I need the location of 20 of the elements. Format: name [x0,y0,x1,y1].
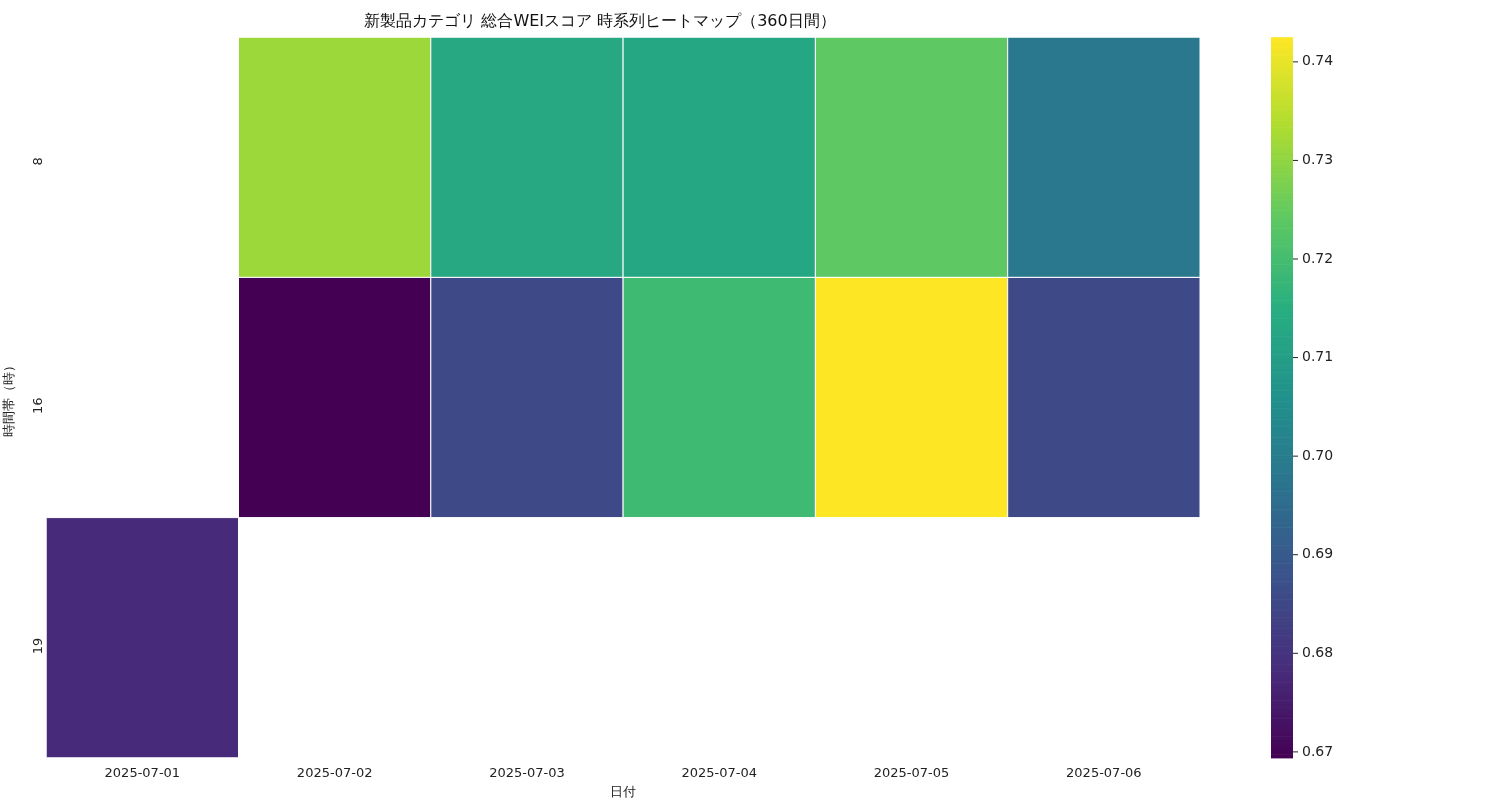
color-bar-label: 0.74 [1302,52,1334,69]
y-axis-title: 時間帯（時） [1,358,17,437]
x-tick-label: 2025-07-04 [681,764,758,780]
x-tick-label: 2025-07-02 [296,764,373,780]
x-tick-label: 2025-07-06 [1066,764,1142,780]
x-tick-label: 2025-07-05 [873,764,950,780]
color-bar-label: 0.72 [1302,249,1334,266]
color-bar-label: 0.67 [1302,742,1334,759]
x-axis-title: 日付 [610,783,637,799]
color-bar-label: 0.68 [1302,643,1334,660]
x-tick-label: 2025-07-03 [489,764,565,780]
color-bar-label: 0.73 [1302,151,1334,168]
y-tick-label: 8 [29,157,45,166]
color-bar-label: 0.71 [1302,348,1334,365]
y-tick-label: 16 [29,397,45,415]
color-bar-label: 0.69 [1302,545,1334,562]
y-tick-label: 19 [29,637,45,655]
x-tick-label: 2025-07-01 [104,764,181,780]
color-bar-label: 0.70 [1302,446,1334,463]
chart-title: 新製品カテゴリ 総合WEIスコア 時系列ヒートマップ（360日間） [364,10,836,30]
